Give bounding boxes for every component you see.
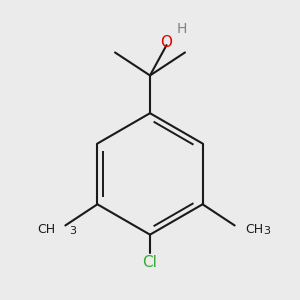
Text: CH: CH	[245, 223, 263, 236]
Text: 3: 3	[263, 226, 270, 236]
Text: Cl: Cl	[142, 255, 158, 270]
Text: O: O	[160, 35, 172, 50]
Text: 3: 3	[69, 226, 76, 236]
Text: H: H	[177, 22, 188, 35]
Text: CH: CH	[37, 223, 55, 236]
